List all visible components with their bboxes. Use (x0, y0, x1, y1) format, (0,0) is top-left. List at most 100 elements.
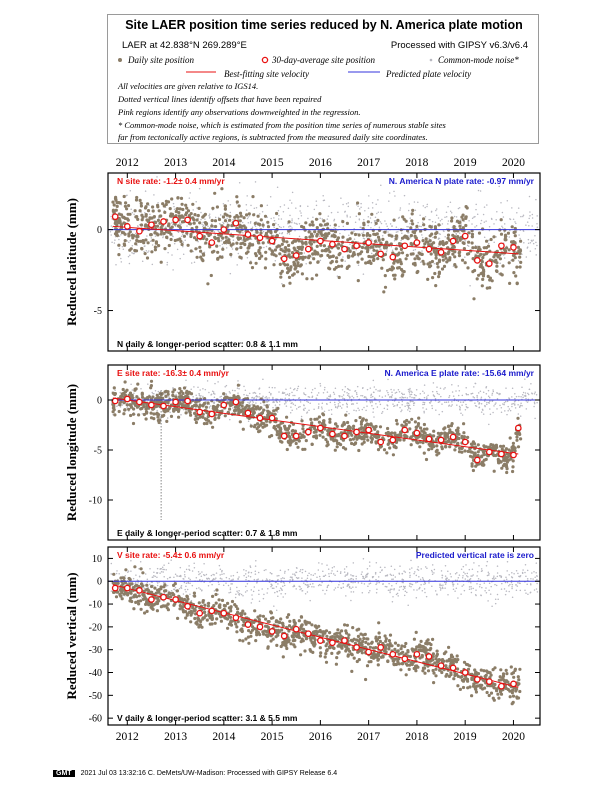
cmn-dot (276, 186, 279, 189)
daily-dot (242, 216, 246, 220)
cmn-dot (213, 396, 216, 398)
daily-dot (499, 444, 503, 448)
cmn-dot (453, 215, 456, 218)
cmn-dot (530, 383, 532, 385)
cmn-dot (535, 254, 537, 256)
cmn-dot (457, 207, 460, 210)
cmn-dot (114, 389, 116, 391)
cmn-dot (370, 226, 372, 229)
cmn-dot (315, 204, 318, 207)
daily-dot (453, 263, 457, 267)
daily-dot (291, 428, 295, 433)
daily-dot (296, 445, 300, 449)
cmn-dot (309, 599, 311, 602)
cmn-dot (509, 583, 511, 586)
cmn-dot (494, 403, 496, 405)
cmn-dot (283, 204, 286, 206)
avg30-point (485, 260, 493, 267)
cmn-dot (293, 388, 295, 391)
cmn-dot (492, 411, 494, 414)
daily-dot (123, 380, 127, 384)
cmn-dot (443, 388, 445, 390)
cmn-dot (458, 390, 461, 392)
daily-dot (392, 218, 396, 222)
daily-dot (419, 426, 423, 430)
daily-dot (362, 221, 366, 225)
cmn-dot (373, 220, 376, 222)
cmn-dot (368, 565, 371, 567)
daily-dot (400, 251, 405, 255)
daily-dot (133, 248, 137, 253)
cmn-dot (237, 592, 239, 594)
daily-dot (441, 258, 445, 262)
daily-dot (265, 419, 269, 423)
cmn-dot (161, 566, 164, 569)
cmn-dot (204, 388, 207, 391)
daily-dot (341, 423, 345, 427)
cmn-dot (338, 584, 340, 586)
cmn-dot (434, 590, 437, 592)
cmn-dot (251, 400, 254, 402)
avg30-point (510, 451, 517, 459)
daily-dot (139, 204, 143, 208)
cmn-dot (345, 203, 348, 205)
cmn-dot (241, 239, 243, 242)
daily-dot (323, 223, 328, 227)
daily-dot (508, 281, 512, 285)
cmn-dot (232, 574, 235, 577)
daily-dot (275, 245, 279, 249)
daily-dot (282, 261, 286, 265)
cmn-dot (378, 401, 381, 403)
cmn-dot (391, 249, 394, 252)
daily-dot (333, 448, 337, 452)
cmn-dot (332, 391, 335, 394)
cmn-dot (447, 220, 450, 222)
daily-dot (391, 453, 395, 457)
cmn-dot (358, 218, 361, 220)
cmn-dot (355, 215, 358, 217)
cmn-dot (461, 404, 463, 406)
cmn-dot (318, 403, 320, 405)
cmn-dot (229, 203, 232, 206)
cmn-dot (181, 233, 184, 236)
cmn-dot (189, 582, 191, 584)
cmn-dot (325, 402, 328, 405)
daily-dot (202, 235, 206, 239)
avg30-point (111, 213, 119, 221)
cmn-dot (444, 387, 446, 389)
daily-dot (241, 407, 245, 411)
cmn-dot (416, 557, 418, 559)
site-rate-label: E site rate: -16.3± 0.4 mm/yr (117, 368, 230, 378)
cmn-dot (414, 248, 417, 251)
cmn-dot (167, 251, 169, 254)
cmn-dot (433, 262, 436, 265)
avg30-point (304, 428, 312, 436)
daily-dot (235, 241, 239, 245)
cmn-dot (445, 211, 448, 213)
cmn-dot (273, 219, 276, 222)
cmn-dot (258, 396, 260, 398)
daily-dot (285, 271, 290, 275)
cmn-dot (444, 236, 446, 238)
cmn-dot (284, 592, 287, 595)
cmn-dot (269, 579, 271, 581)
daily-dot (135, 395, 139, 399)
cmn-dot (391, 578, 393, 580)
daily-dot (281, 238, 286, 242)
daily-dot (404, 235, 409, 239)
cmn-dot (439, 586, 441, 589)
daily-dot (238, 420, 242, 424)
cmn-dot (362, 273, 365, 275)
daily-dot (345, 221, 349, 225)
cmn-dot (397, 217, 400, 219)
cmn-dot (444, 401, 446, 403)
daily-dot (486, 274, 490, 278)
daily-dot (452, 245, 456, 249)
daily-dot (117, 243, 121, 247)
daily-dot (193, 213, 197, 217)
daily-dot (474, 254, 478, 258)
daily-dot (470, 235, 474, 239)
cmn-dot (371, 207, 374, 209)
daily-dot (132, 407, 136, 411)
daily-dot (380, 266, 384, 270)
